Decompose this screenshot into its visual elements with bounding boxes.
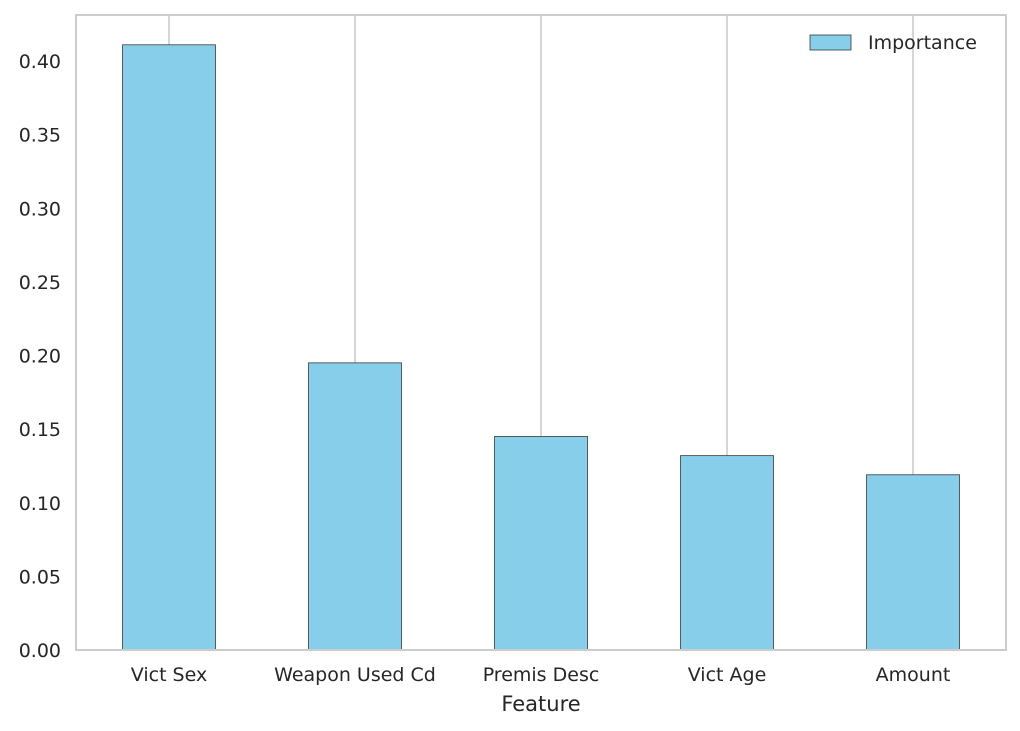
bar-weapon-used-cd: [308, 362, 402, 651]
x-tick-label: Amount: [876, 664, 951, 686]
y-axis-ticks: 0.00 0.05 0.10 0.15 0.20 0.25 0.30 0.35 0.40: [19, 51, 61, 662]
x-axis-title: Feature: [501, 692, 580, 716]
x-tick-label: Premis Desc: [483, 664, 600, 686]
legend: Importance: [809, 32, 977, 54]
plot-frame: [75, 14, 1007, 651]
legend-swatch: [809, 34, 852, 51]
x-tick-label: Weapon Used Cd: [274, 664, 436, 686]
x-tick-label: Vict Sex: [131, 664, 207, 686]
y-tick-label: 0.10: [19, 493, 61, 515]
y-tick-label: 0.25: [19, 272, 61, 294]
y-tick-label: 0.35: [19, 125, 61, 147]
y-tick-label: 0.00: [19, 640, 61, 662]
bar-vict-sex: [122, 44, 216, 651]
y-tick-label: 0.40: [19, 51, 61, 73]
bar-amount: [866, 474, 960, 651]
bar-premis-desc: [494, 436, 588, 651]
x-axis-ticks: Vict Sex Weapon Used Cd Premis Desc Vict Ag…: [131, 664, 951, 686]
y-tick-label: 0.15: [19, 419, 61, 441]
bars: [122, 44, 960, 651]
y-tick-label: 0.20: [19, 346, 61, 368]
bar-vict-age: [680, 455, 774, 651]
legend-label: Importance: [868, 32, 977, 54]
y-tick-label: 0.30: [19, 198, 61, 220]
y-tick-label: 0.05: [19, 566, 61, 588]
x-tick-label: Vict Age: [688, 664, 767, 686]
